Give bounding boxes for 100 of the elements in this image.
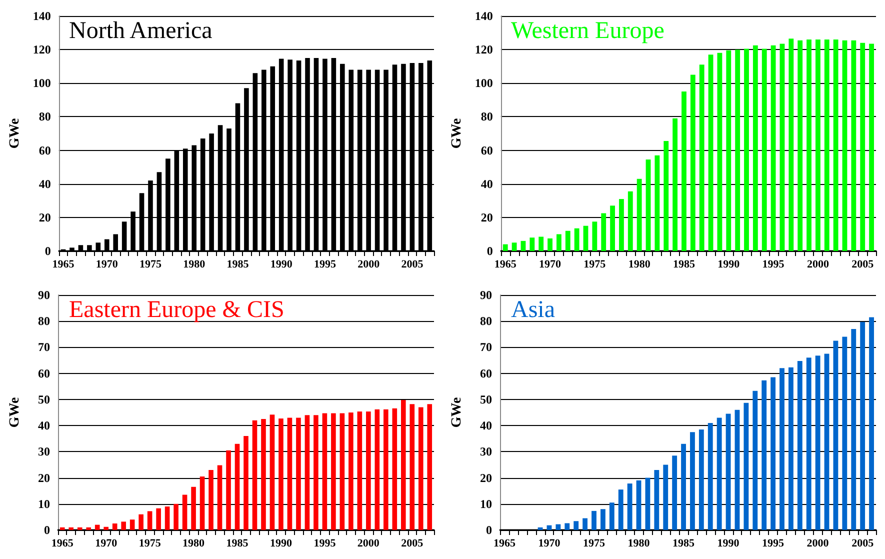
bar [322,413,328,530]
bar [520,240,526,251]
bar [400,400,406,530]
x-tick-label: 1975 [138,538,162,550]
bar [770,377,776,530]
y-tick-label: 90 [38,288,50,302]
bar [121,522,126,530]
x-tick-label: 1995 [314,258,336,270]
bar [869,317,874,530]
y-axis-title: GWe [450,118,464,149]
y-tick-label: 120 [474,42,493,57]
y-tick-label: 20 [480,470,492,485]
x-tick-label: 1965 [52,258,75,270]
bar [627,484,632,530]
bar [609,502,614,530]
bar [583,226,588,251]
bar [374,409,380,530]
bar [699,64,704,251]
bar [690,432,695,530]
x-tick-label: 2000 [358,258,380,270]
bar [636,480,642,530]
x-tick-label: 2005 [401,538,424,550]
bar [130,520,135,530]
x-tick-label: 1970 [539,258,562,270]
bar [806,358,812,530]
bar [698,429,704,530]
bar [86,527,92,530]
bar [726,414,731,530]
bar [869,44,874,251]
bar [780,44,785,251]
y-tick-label: 40 [480,176,493,191]
y-tick-label: 70 [38,340,50,354]
y-tick-label: 0 [486,244,493,258]
y-tick-label: 100 [474,76,493,90]
bar [708,54,714,251]
y-tick-label: 90 [480,288,492,302]
bar [564,523,570,530]
bar [815,40,820,251]
y-axis-title: GWe [8,118,22,149]
bar [618,490,624,530]
bar [654,470,660,530]
bar [530,238,535,251]
bar [788,38,794,251]
bar [762,380,767,530]
x-tick-label: 1965 [494,258,517,270]
y-tick-label: 140 [474,9,493,23]
x-tick-label: 1985 [672,258,696,270]
bar [234,444,240,530]
bar [690,74,696,251]
bar [427,404,432,530]
x-tick-label: 1990 [718,258,740,270]
y-tick-label: 60 [38,366,50,380]
x-tick-label: 1970 [538,538,561,550]
x-tick-label: 1975 [139,258,162,270]
y-tick-label: 140 [32,9,51,23]
y-tick-label: 0 [44,244,51,258]
y-tick-label: 30 [38,444,50,459]
bar [716,418,722,530]
bar [60,527,65,530]
x-tick-label: 2005 [401,258,424,270]
bar [574,521,579,530]
bar [806,40,812,251]
bar [94,524,100,530]
bar [851,328,856,530]
y-tick-label: 80 [38,314,50,328]
bar [270,414,275,530]
bar [252,420,258,530]
y-tick-label: 50 [480,392,492,406]
bar [304,415,310,530]
y-tick-label: 10 [38,496,50,511]
y-tick-label: 10 [480,496,492,511]
bar [112,523,118,530]
bar [582,518,588,530]
chart-title: Asia [511,297,556,323]
chart-title: Western Europe [511,18,664,44]
bar [842,336,848,530]
bar [664,141,669,251]
x-tick-label: 1985 [226,538,249,550]
bar [592,222,598,251]
bar [592,510,596,530]
y-tick-label: 80 [38,110,51,124]
y-axis-title: GWe [450,397,464,428]
x-tick-label: 1990 [717,538,740,550]
x-tick-label: 1995 [762,538,785,550]
bar [601,213,606,251]
bar [824,40,830,251]
x-tick-label: 1990 [270,258,293,270]
y-tick-label: 20 [38,470,50,485]
y-tick-label: 120 [32,42,51,57]
bar [842,40,848,251]
bar [348,412,354,530]
x-tick-label: 1990 [270,538,292,550]
x-tick-label: 1980 [628,538,650,550]
bar [744,402,749,530]
y-tick-label: 40 [38,176,51,191]
bar [600,509,606,530]
bar [574,228,580,251]
bar [726,50,732,251]
bar [538,236,544,251]
y-tick-label: 80 [480,314,492,328]
